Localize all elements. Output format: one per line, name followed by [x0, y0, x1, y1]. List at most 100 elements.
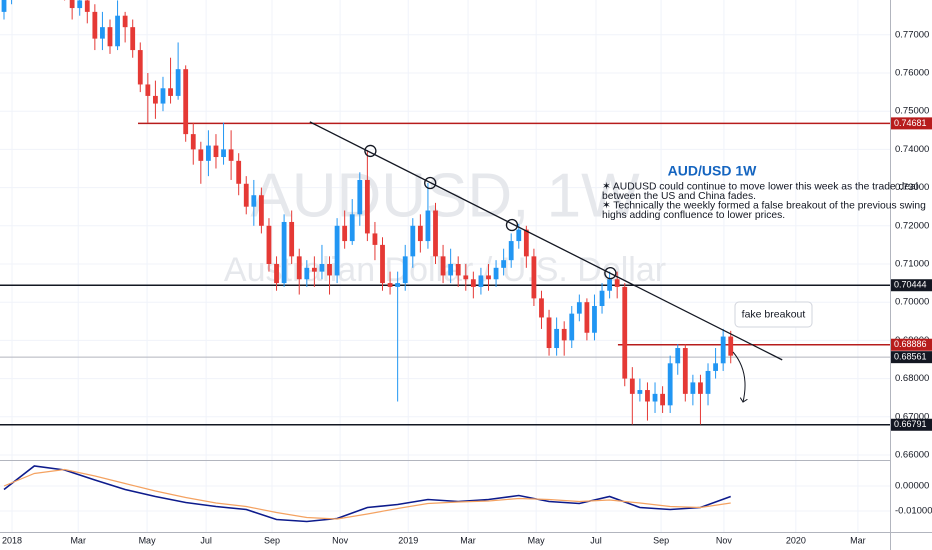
axes: 0.660000.670000.680000.690000.700000.710…: [2, 29, 932, 545]
candle-body: [364, 179, 370, 234]
candle-body: [357, 179, 363, 215]
x-tick-label: 2020: [786, 535, 806, 545]
y-tick-label: 0.66000: [895, 449, 929, 460]
candle-body: [77, 0, 83, 9]
candle-body: [614, 279, 620, 287]
candle-body: [349, 214, 355, 242]
y-tick-label: 0.68000: [895, 373, 929, 384]
candle-body: [713, 363, 718, 371]
y-tick-label: 0.77000: [895, 29, 929, 40]
candle-body: [190, 134, 196, 150]
arrow: [732, 351, 745, 402]
candle-body: [380, 244, 385, 284]
level-label-bg: [891, 351, 932, 364]
candle-body: [629, 378, 635, 394]
candle-body: [698, 382, 703, 394]
note-line: ✶ Technically the weekly formed a false …: [602, 201, 926, 212]
candle-body: [274, 263, 279, 284]
y-tick-label: 0.67000: [895, 411, 929, 422]
trendline: [309, 121, 783, 361]
level-label-bg: [891, 117, 932, 130]
y-tick-label: 0.71000: [895, 259, 929, 270]
candle-body: [463, 275, 469, 280]
price-pane: [0, 0, 890, 426]
candle-body: [417, 225, 423, 242]
candle-body: [206, 145, 211, 161]
note-line: ✶ AUDUSD could continue to move lower th…: [602, 182, 918, 193]
candle-body: [690, 382, 696, 394]
candle-body: [84, 0, 90, 12]
candle-body: [478, 275, 484, 287]
level-label-bg: [891, 338, 932, 351]
candle-body: [516, 229, 522, 242]
candle-body: [296, 256, 302, 280]
y-tick-label: 0.75000: [895, 106, 929, 117]
touch-marker: [604, 267, 617, 280]
candle-body: [705, 370, 711, 394]
y-tick-label: 0.00000: [895, 481, 929, 492]
candle-body: [327, 263, 332, 276]
x-tick-label: Mar: [850, 535, 866, 545]
candle-body: [637, 390, 643, 394]
candle-body: [448, 263, 454, 276]
candle-body: [728, 336, 734, 356]
y-tick-label: 0.76000: [895, 68, 929, 79]
y-tick-label: -0.01000: [895, 506, 932, 517]
touch-marker: [505, 218, 519, 232]
x-tick-label: Nov: [332, 535, 349, 545]
candle-body: [168, 88, 173, 96]
candle-body: [175, 69, 181, 96]
candle-body: [145, 84, 151, 96]
candle-body: [137, 50, 143, 85]
candle-body: [304, 267, 310, 280]
x-tick-label: Jul: [590, 535, 602, 545]
candle-body: [554, 328, 560, 349]
candle-body: [546, 317, 552, 349]
touch-marker: [424, 176, 437, 190]
candle-body: [387, 283, 393, 287]
candle-body: [561, 328, 567, 341]
candle-body: [486, 275, 491, 280]
candle-body: [1, 0, 7, 12]
candle-body: [720, 336, 726, 364]
x-tick-label: 2018: [2, 535, 22, 545]
y-tick-label: 0.73000: [895, 182, 929, 193]
candle-body: [319, 263, 325, 272]
candle-body: [592, 306, 597, 333]
candle-body: [470, 279, 476, 287]
candle-body: [410, 225, 416, 257]
level-label-bg: [891, 279, 932, 292]
candle-body: [660, 393, 665, 406]
candle-body: [153, 95, 158, 104]
x-tick-label: Sep: [653, 535, 669, 545]
candle-body: [645, 390, 650, 402]
candle-body: [107, 27, 113, 47]
candle-body: [531, 256, 537, 299]
candle-body: [584, 302, 590, 333]
candle-body: [455, 263, 461, 276]
x-tick-label: Sep: [264, 535, 280, 545]
candle-body: [122, 15, 128, 28]
candle-body: [311, 267, 317, 272]
candle-body: [281, 221, 287, 284]
callout-text: fake breakout: [742, 308, 806, 320]
candle-body: [667, 363, 673, 406]
candle-body: [395, 283, 401, 287]
candle-body: [266, 225, 272, 264]
indicator-pane: [3, 465, 731, 523]
x-tick-label: Nov: [716, 535, 733, 545]
x-tick-label: May: [528, 535, 546, 545]
note-title: AUD/USD 1W: [668, 163, 757, 179]
candle-body: [433, 210, 438, 257]
candle-body: [622, 286, 628, 379]
y-tick-label: 0.74000: [895, 144, 929, 155]
candle-body: [682, 348, 688, 394]
callout-box: [734, 301, 813, 328]
candle-body: [372, 233, 378, 245]
y-tick-label: 0.70000: [895, 297, 929, 308]
candle-body: [221, 149, 226, 158]
candle-body: [236, 160, 242, 184]
candle-body: [501, 260, 507, 268]
candle-body: [228, 149, 234, 161]
